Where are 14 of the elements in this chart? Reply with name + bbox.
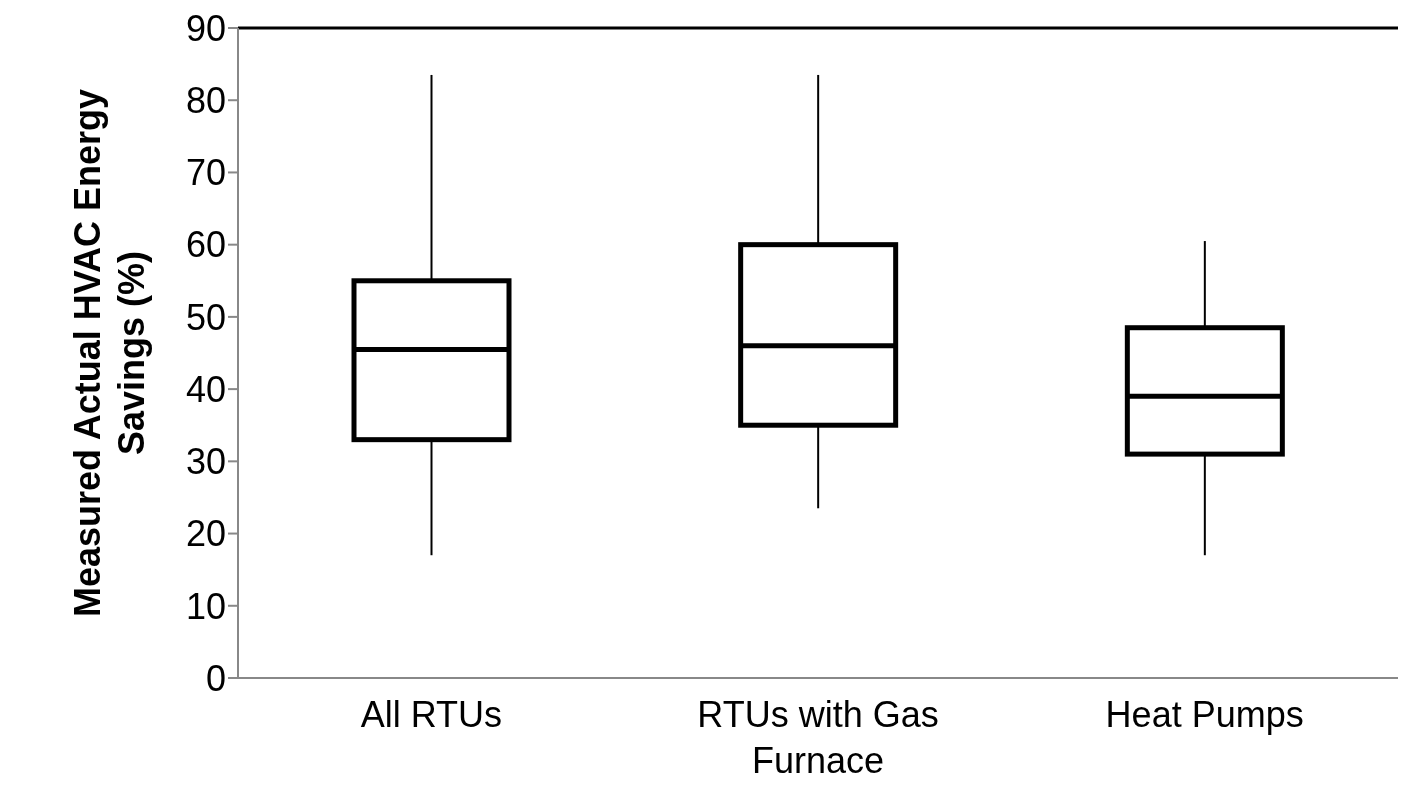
y-tick-label: 30 — [185, 441, 226, 483]
x-tick-label: All RTUs — [359, 693, 503, 737]
y-tick-label: 80 — [185, 80, 226, 121]
y-tick-label: 60 — [185, 224, 226, 266]
x-tick-label: Heat Pumps — [1104, 693, 1305, 737]
y-tick-label: 10 — [185, 585, 226, 627]
y-tick-label: 90 — [185, 7, 226, 49]
y-tick-label: 20 — [185, 513, 226, 555]
y-tick-label: 0 — [205, 657, 226, 699]
y-axis-title: Measured Actual HVAC Energy Savings (%) — [66, 87, 153, 620]
y-tick-label: 40 — [185, 368, 226, 410]
x-tick-label: RTUs with Gas Furnace — [696, 693, 940, 783]
y-tick-label: 70 — [185, 152, 226, 194]
y-tick-label: 50 — [185, 296, 226, 338]
